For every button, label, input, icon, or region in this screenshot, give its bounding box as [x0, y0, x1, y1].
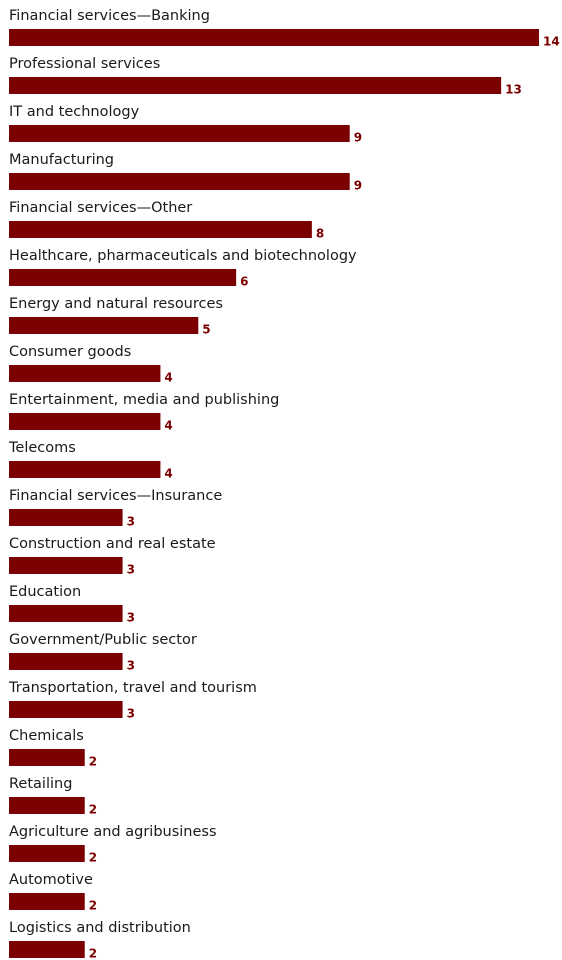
bar-group: Consumer goods 4: [9, 344, 173, 385]
value-label: 9: [354, 131, 362, 145]
category-label: Automotive: [9, 872, 93, 888]
bar-group: Chemicals 2: [9, 728, 97, 769]
bar: [9, 125, 350, 142]
bar-group: Education 3: [9, 584, 135, 625]
bar: [9, 77, 502, 94]
category-label: Government/Public sector: [9, 632, 197, 648]
category-label: IT and technology: [9, 104, 140, 120]
category-label: Professional services: [9, 56, 160, 72]
bar: [9, 221, 312, 238]
bar: [9, 317, 199, 334]
category-label: Financial services—Banking: [9, 8, 210, 24]
value-label: 2: [89, 851, 97, 865]
bar: [9, 749, 85, 766]
category-label: Agriculture and agribusiness: [9, 824, 217, 840]
category-label: Healthcare, pharmaceuticals and biotechn…: [9, 248, 357, 264]
category-label: Transportation, travel and tourism: [8, 680, 257, 696]
category-label: Education: [9, 584, 81, 600]
value-label: 3: [127, 563, 135, 577]
bar: [9, 605, 123, 622]
bar-group: Entertainment, media and publishing 4: [9, 392, 279, 433]
bar-group: Logistics and distribution 2: [9, 920, 191, 960]
bar: [9, 413, 161, 430]
bar: [9, 557, 123, 574]
bar-group: Transportation, travel and tourism 3: [8, 680, 257, 721]
bar-group: Professional services 13: [9, 56, 522, 97]
category-label: Entertainment, media and publishing: [9, 392, 279, 408]
value-label: 4: [164, 419, 172, 433]
value-label: 2: [89, 899, 97, 913]
value-label: 3: [127, 707, 135, 721]
value-label: 5: [202, 323, 210, 337]
bar-group: Agriculture and agribusiness 2: [9, 824, 217, 865]
value-label: 2: [89, 947, 97, 960]
bar: [9, 365, 161, 382]
value-label: 2: [89, 755, 97, 769]
bar: [9, 893, 85, 910]
value-label: 3: [127, 659, 135, 673]
value-label: 3: [127, 611, 135, 625]
bar-group: Construction and real estate 3: [9, 536, 216, 577]
category-label: Construction and real estate: [9, 536, 216, 552]
value-label: 6: [240, 275, 248, 289]
bar: [9, 797, 85, 814]
bar: [9, 173, 350, 190]
value-label: 4: [164, 467, 172, 481]
bar: [9, 269, 237, 286]
value-label: 8: [316, 227, 324, 241]
value-label: 4: [164, 371, 172, 385]
bar-group: Telecoms 4: [8, 440, 173, 481]
bar-group: Government/Public sector 3: [9, 632, 197, 673]
value-label: 13: [505, 83, 522, 97]
bar-group: Manufacturing 9: [9, 152, 362, 193]
bar-group: Energy and natural resources 5: [9, 296, 223, 337]
bar: [9, 653, 123, 670]
bar-group: Financial services—Other 8: [9, 200, 324, 241]
bar: [9, 845, 85, 862]
value-label: 3: [127, 515, 135, 529]
category-label: Consumer goods: [9, 344, 131, 360]
category-label: Logistics and distribution: [9, 920, 191, 936]
bar: [9, 701, 123, 718]
value-label: 2: [89, 803, 97, 817]
bar-group: Financial services—Insurance 3: [9, 488, 222, 529]
category-label: Retailing: [9, 776, 72, 792]
bar: [9, 941, 85, 958]
bar-group: Healthcare, pharmaceuticals and biotechn…: [9, 248, 357, 289]
category-label: Telecoms: [8, 440, 76, 456]
bar: [9, 29, 539, 46]
category-label: Energy and natural resources: [9, 296, 223, 312]
bar-group: Financial services—Banking 14: [9, 8, 560, 49]
bar-group: IT and technology 9: [9, 104, 362, 145]
value-label: 14: [543, 35, 560, 49]
category-label: Chemicals: [9, 728, 84, 744]
category-label: Financial services—Other: [9, 200, 192, 216]
category-label: Financial services—Insurance: [9, 488, 222, 504]
bar: [9, 509, 123, 526]
bar-group: Automotive 2: [9, 872, 97, 913]
category-label: Manufacturing: [9, 152, 114, 168]
bar: [9, 461, 161, 478]
bar-group: Retailing 2: [9, 776, 97, 817]
value-label: 9: [354, 179, 362, 193]
